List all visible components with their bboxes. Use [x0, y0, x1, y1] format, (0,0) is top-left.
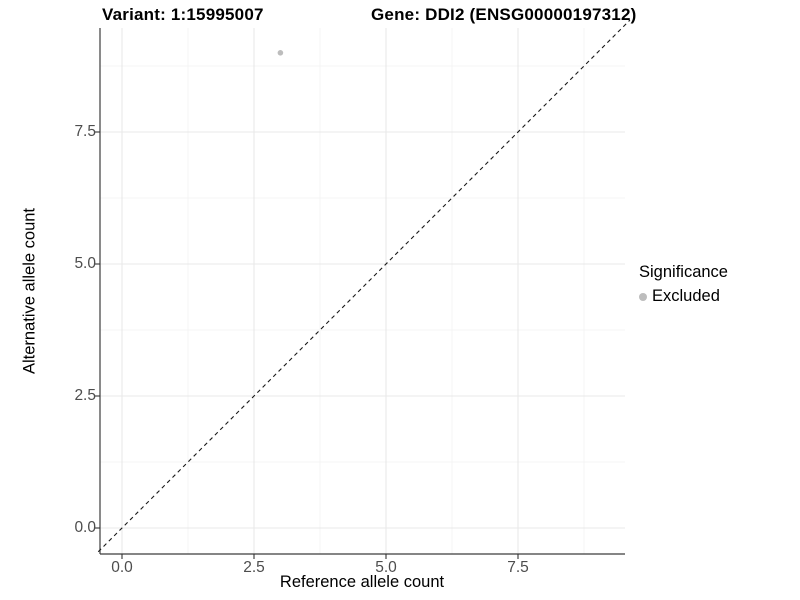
legend-item-label: Excluded — [652, 287, 720, 305]
tick-marks — [95, 131, 519, 559]
x-tick-label: 0.0 — [111, 559, 133, 576]
excluded-point-icon — [639, 292, 647, 301]
gridlines-minor — [100, 28, 625, 554]
y-tick-label: 5.0 — [74, 255, 96, 272]
axis-lines — [99, 28, 625, 555]
legend-title: Significance — [639, 263, 728, 281]
gridlines-major — [100, 28, 625, 554]
y-axis-title: Alternative allele count — [20, 207, 39, 375]
y-tick-label: 0.0 — [74, 519, 96, 536]
legend-item-excluded: Excluded — [639, 287, 728, 306]
scatter-point — [277, 50, 284, 56]
identity-line — [97, 19, 631, 553]
identity-dashed-line — [97, 19, 631, 553]
x-axis-title: Reference allele count — [279, 573, 445, 591]
data-points — [277, 50, 284, 56]
plot-title-variant: Variant: 1:15995007 — [102, 5, 264, 24]
y-tick-label: 7.5 — [74, 123, 96, 140]
x-tick-label: 2.5 — [243, 559, 265, 576]
x-tick-label: 5.0 — [375, 559, 397, 576]
legend: Significance Excluded — [639, 263, 728, 306]
x-tick-label: 7.5 — [507, 559, 529, 576]
y-tick-label: 2.5 — [74, 387, 96, 404]
plot-title-gene: Gene: DDI2 (ENSG00000197312) — [371, 5, 637, 24]
